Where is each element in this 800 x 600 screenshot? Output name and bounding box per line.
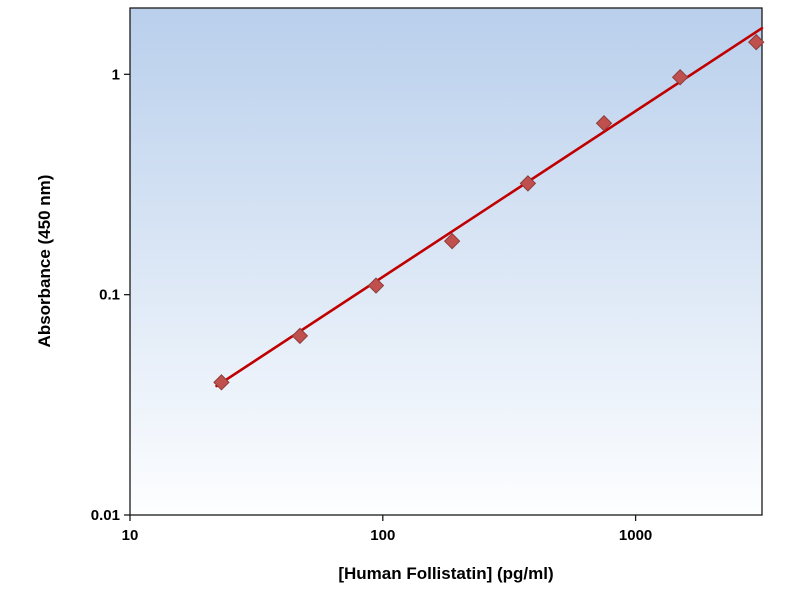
data-point-marker [671, 69, 689, 86]
x-tick-label: 10 [122, 527, 139, 544]
data-point-marker [367, 277, 385, 294]
data-point-marker [291, 327, 309, 345]
data-point-marker [443, 232, 461, 250]
data-point-marker [213, 374, 230, 391]
x-axis-title: [Human Follistatin] (pg/ml) [338, 564, 554, 583]
x-tick-label: 100 [370, 527, 395, 544]
data-point-marker [595, 115, 613, 132]
data-point-marker [748, 33, 765, 51]
x-tick-label: 1000 [619, 527, 652, 544]
trend-line [215, 26, 764, 388]
y-axis-title: Absorbance (450 nm) [35, 174, 54, 348]
y-tick-label: 0.1 [99, 287, 120, 304]
y-tick-label: 1 [112, 66, 120, 83]
y-tick-label: 0.01 [91, 507, 120, 524]
plot-area [129, 7, 763, 516]
data-point-marker [519, 175, 537, 192]
